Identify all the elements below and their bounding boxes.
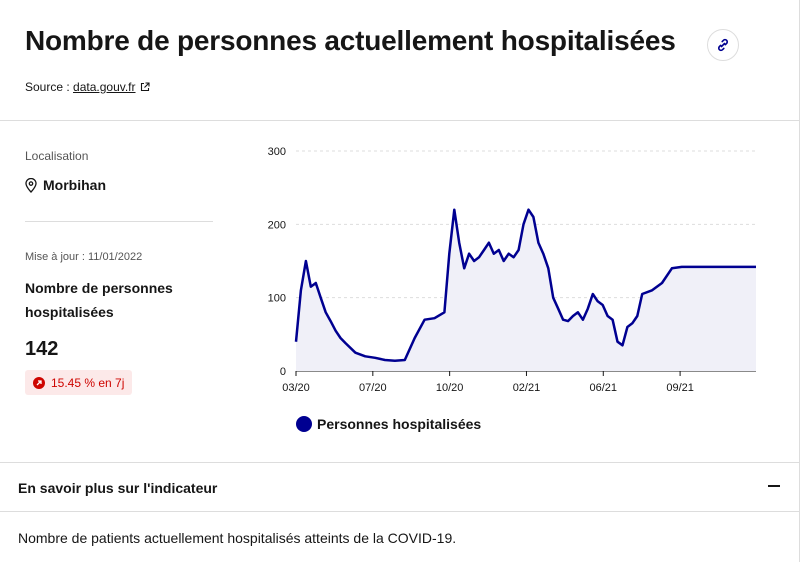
- card-header: Nombre de personnes actuellement hospita…: [0, 0, 800, 121]
- location-label: Localisation: [25, 149, 89, 163]
- link-icon: [718, 38, 728, 52]
- location-value: Morbihan: [25, 177, 106, 193]
- copy-link-button[interactable]: [707, 29, 739, 61]
- x-tick-label: 07/20: [359, 382, 387, 394]
- arrow-up-right-icon: [33, 376, 45, 389]
- chart-legend: Personnes hospitalisées: [296, 416, 481, 432]
- y-tick-label: 200: [268, 219, 286, 231]
- series-area: [296, 209, 756, 371]
- series-line: [294, 208, 756, 362]
- trend-badge: 15.45 % en 7j: [25, 370, 133, 395]
- x-tick-label: 02/21: [513, 382, 541, 394]
- y-tick-label: 300: [268, 146, 286, 158]
- x-tick-label: 03/20: [282, 382, 310, 394]
- x-tick-label: 09/21: [666, 382, 694, 394]
- indicator-name: Nombre de personnes hospitalisées: [25, 280, 173, 320]
- page-title: Nombre de personnes actuellement hospita…: [25, 25, 676, 56]
- hospitalisations-chart: 0 100 200 300 03/20 07/20 10/20 02/21 06/21 09/21: [268, 146, 756, 394]
- x-tick-label: 06/21: [590, 382, 618, 394]
- collapse-icon[interactable]: [768, 485, 780, 487]
- update-date: Mise à jour : 11/01/2022: [25, 251, 143, 263]
- map-pin-icon: [25, 177, 37, 193]
- source-link[interactable]: data.gouv.fr: [73, 80, 136, 94]
- accordion-body: Nombre de patients actuellement hospital…: [18, 530, 457, 546]
- location-name: Morbihan: [43, 177, 106, 193]
- divider: [25, 221, 213, 222]
- external-link-icon: [140, 82, 150, 92]
- accordion-title: En savoir plus sur l'indicateur: [18, 480, 218, 496]
- source-prefix: Source :: [25, 80, 74, 94]
- indicator-value: 142: [25, 338, 59, 360]
- indicator-info-accordion[interactable]: En savoir plus sur l'indicateur: [0, 462, 800, 512]
- y-tick-label: 0: [280, 366, 286, 378]
- trend-value: 15.45 % en 7j: [51, 375, 125, 390]
- y-tick-label: 100: [268, 293, 286, 305]
- legend-label: Personnes hospitalisées: [317, 416, 482, 432]
- x-tick-label: 10/20: [436, 382, 464, 394]
- source-line: Source : data.gouv.fr: [25, 80, 150, 94]
- legend-swatch: [296, 416, 312, 432]
